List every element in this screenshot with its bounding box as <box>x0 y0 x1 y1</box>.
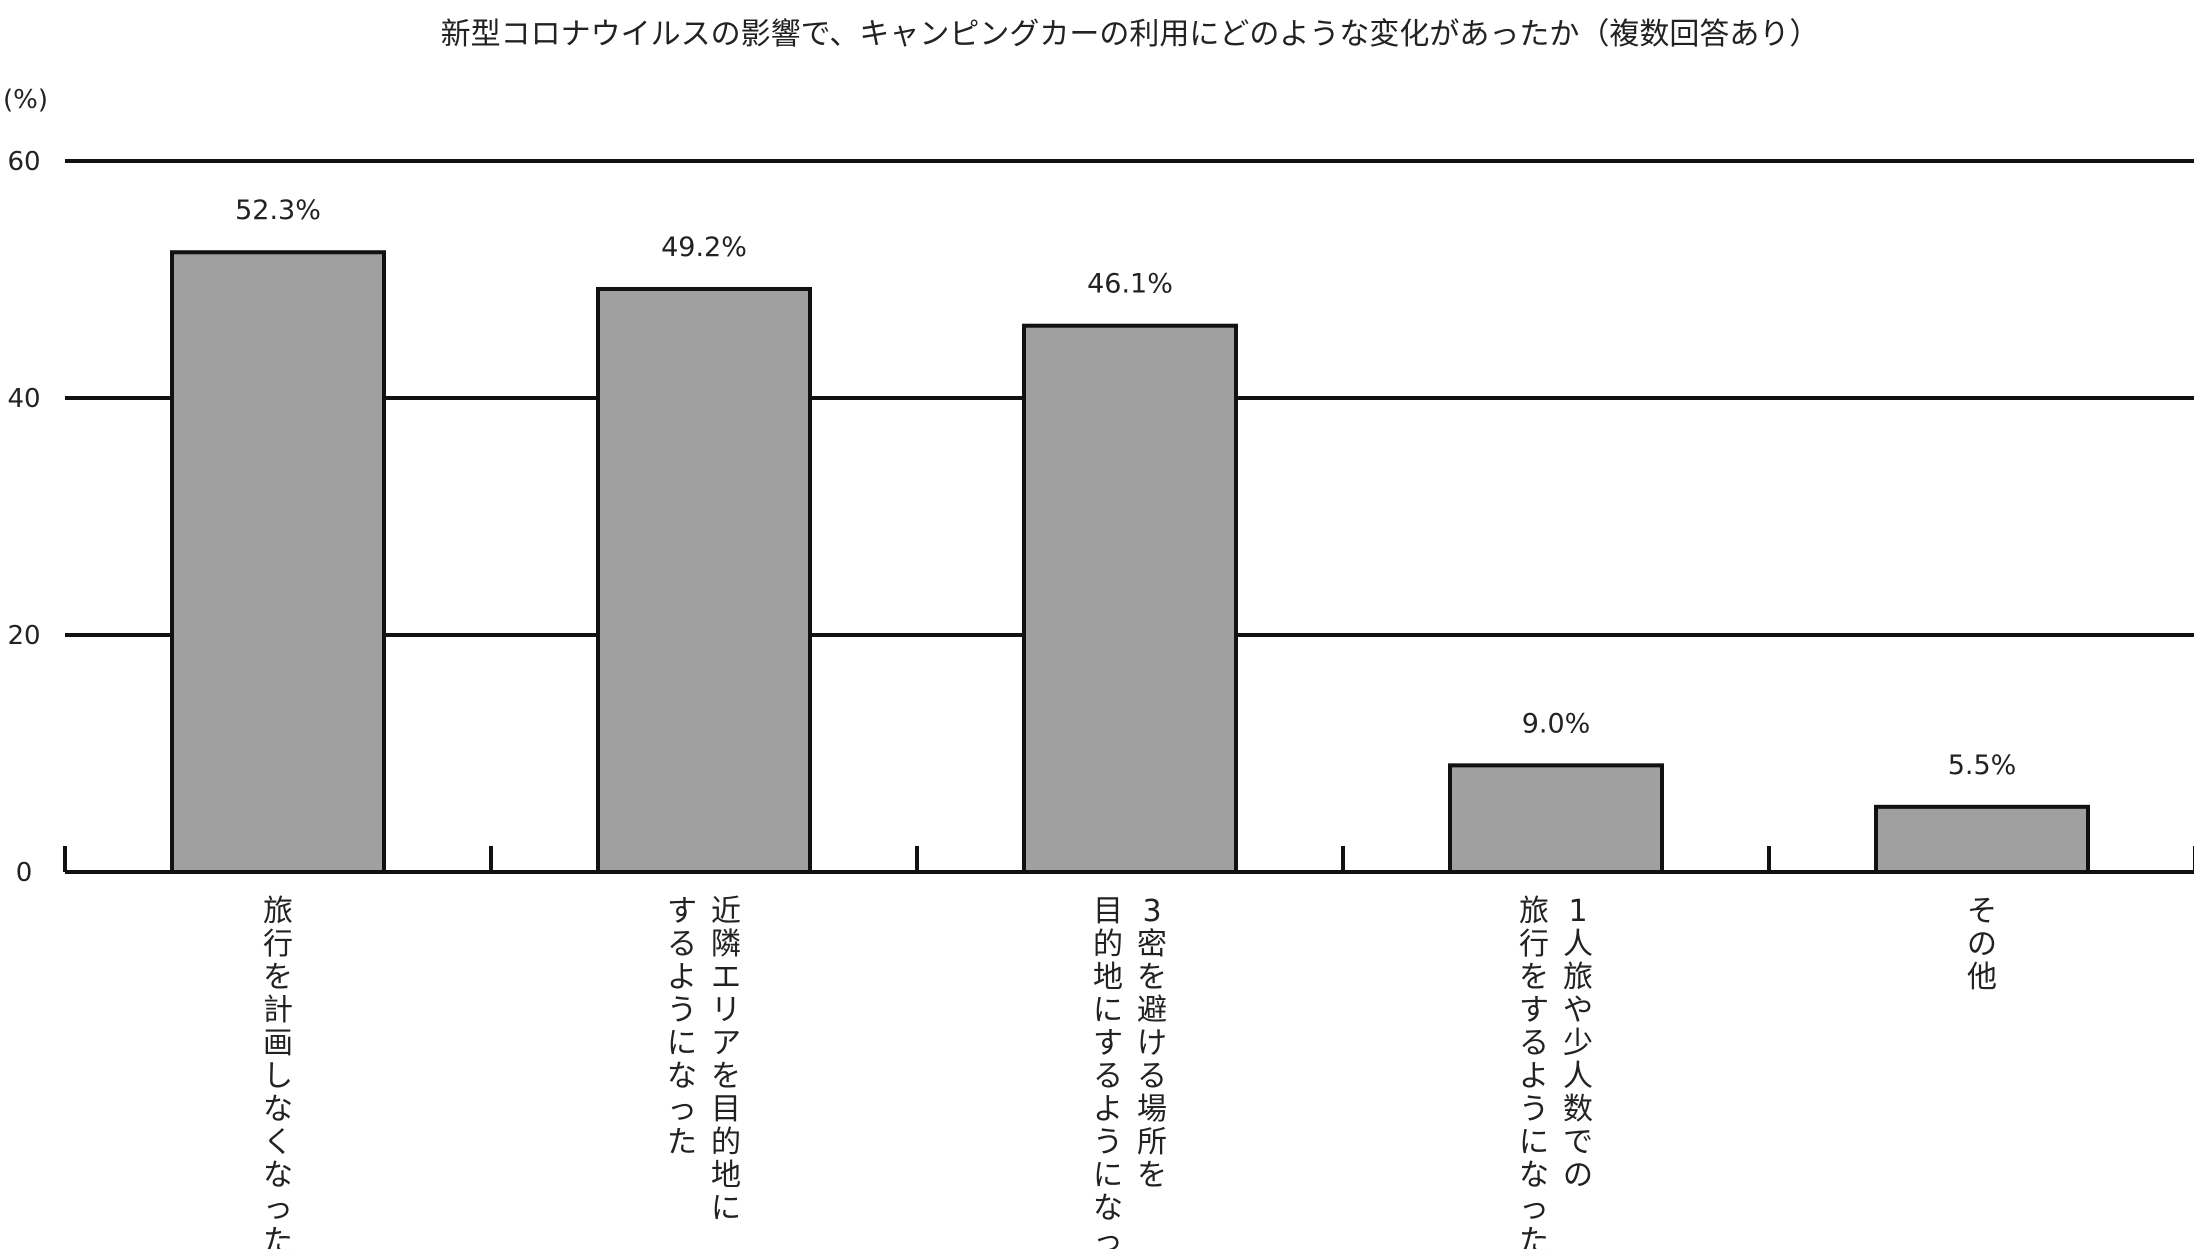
bar-5 <box>1874 804 2090 875</box>
y-axis-ticks: 0 20 40 60 <box>7 147 40 888</box>
category-label-4-line-2: 旅行をするようになった <box>1519 894 1549 1249</box>
bar-3 <box>1022 323 1238 874</box>
y-axis-unit-label: (%) <box>3 85 48 115</box>
y-tick-label-20: 20 <box>7 621 40 651</box>
category-label-2-line-2: するようになった <box>667 894 697 1160</box>
bar-2 <box>596 286 812 875</box>
value-label-4: 9.0% <box>1522 708 1591 739</box>
category-label-5-line-1: その他 <box>1967 894 1997 995</box>
y-tick-label-60: 60 <box>7 147 40 177</box>
bars <box>170 250 2090 875</box>
y-tick-label-0: 0 <box>16 858 33 888</box>
chart-title: 新型コロナウイルスの影響で、キャンピングカーの利用にどのような変化があったか（複… <box>441 17 1820 52</box>
value-labels: 52.3% 49.2% 46.1% 9.0% 5.5% <box>235 195 2016 781</box>
category-label-2-line-1: 近隣エリアを目的地に <box>711 894 741 1226</box>
value-label-2: 49.2% <box>661 232 747 263</box>
y-tick-label-40: 40 <box>7 384 40 414</box>
value-label-3: 46.1% <box>1087 269 1173 300</box>
bar-4 <box>1448 763 1664 874</box>
category-label-4-line-1: 1 人旅や少人数での <box>1563 894 1593 1193</box>
x-axis <box>63 846 2194 874</box>
value-label-1: 52.3% <box>235 195 321 226</box>
category-label-1-line-1: 旅行を計画しなくなった <box>263 894 293 1249</box>
bar-1 <box>170 250 386 874</box>
category-label-3-line-1: 3 密を避ける場所を <box>1137 894 1167 1193</box>
value-label-5: 5.5% <box>1948 750 2017 781</box>
